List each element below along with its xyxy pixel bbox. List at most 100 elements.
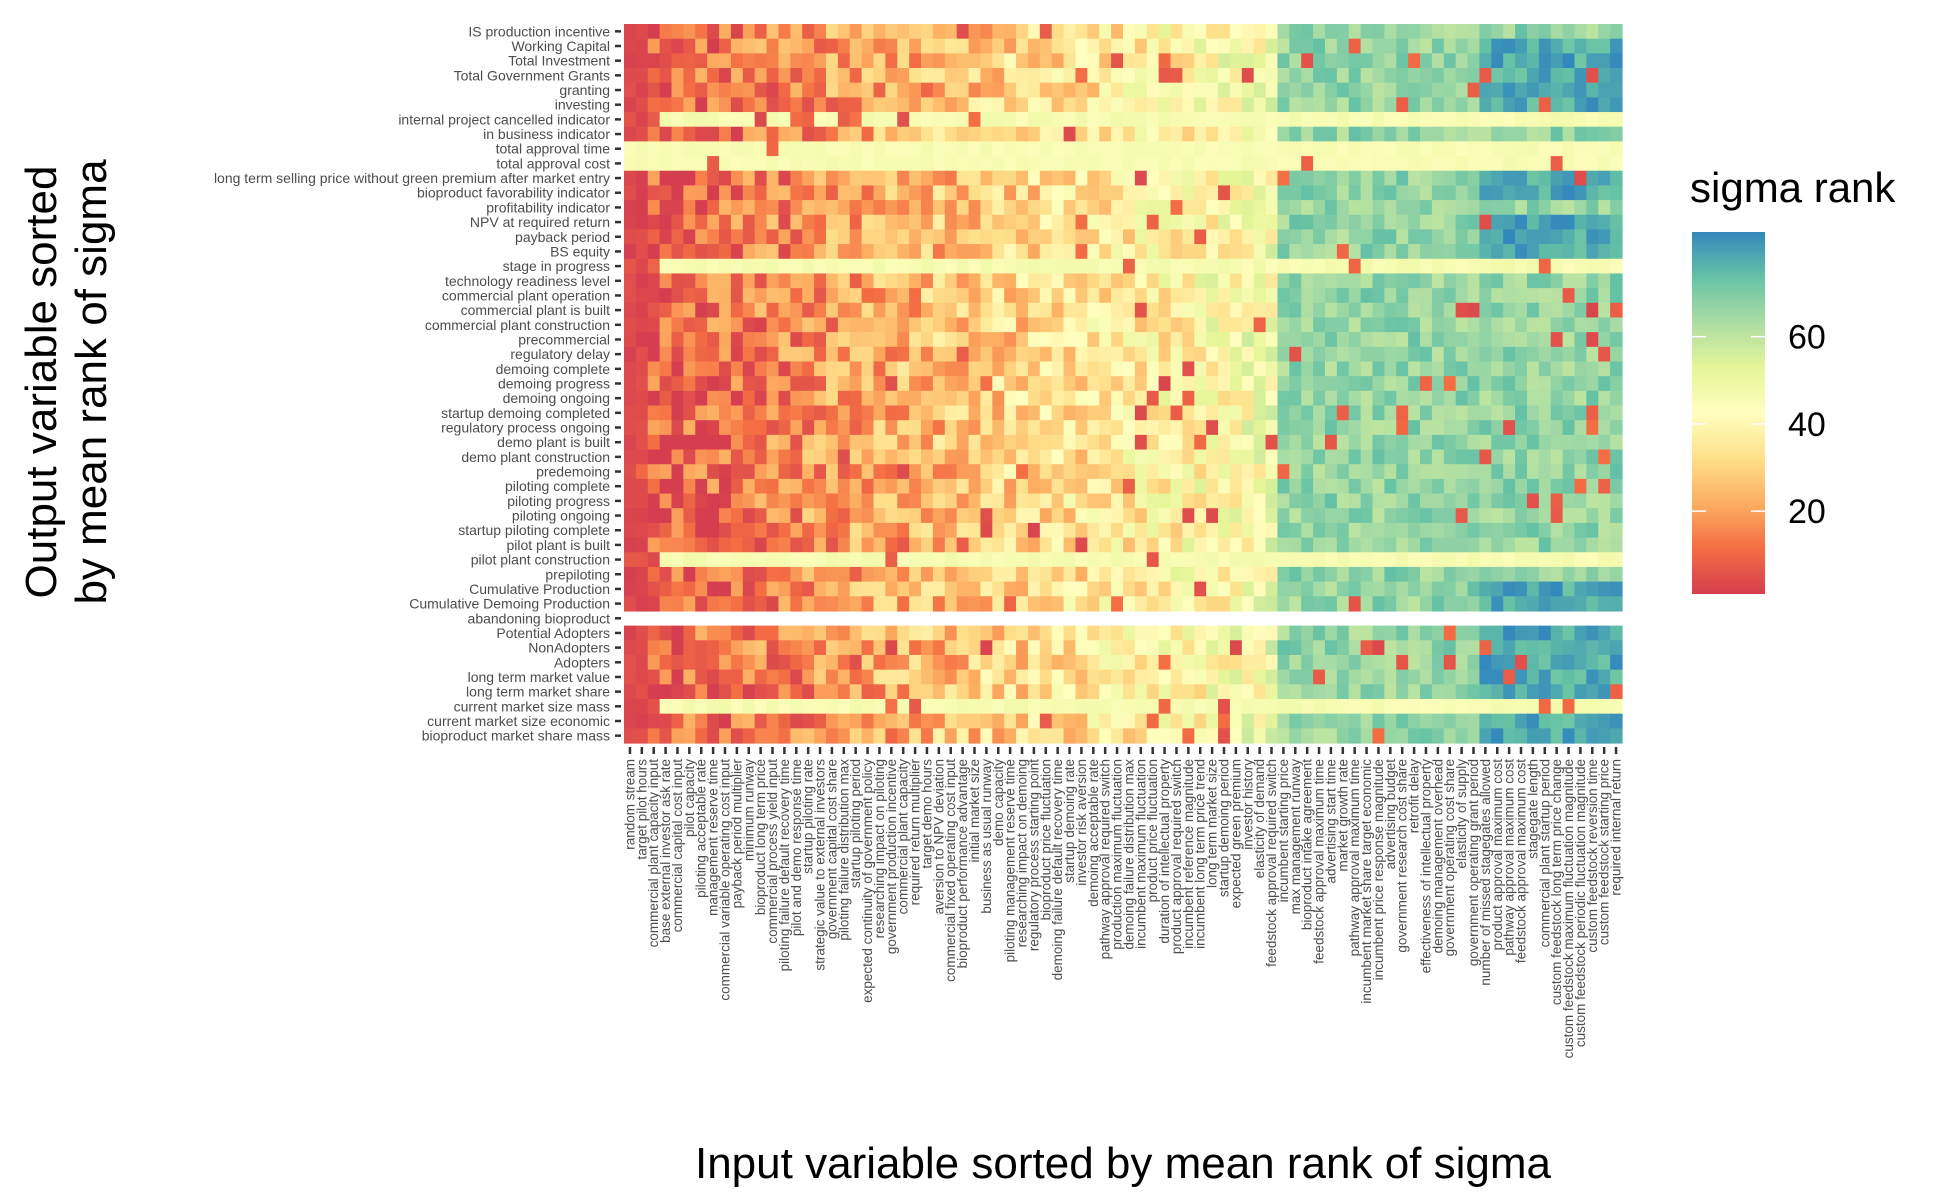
heatmap-cell <box>1087 229 1100 245</box>
heatmap-cell <box>992 552 1005 568</box>
heatmap-cell <box>1598 53 1611 69</box>
heatmap-cell <box>1277 713 1290 729</box>
heatmap-cell <box>814 376 827 392</box>
heatmap-cell <box>754 405 768 421</box>
heatmap-cell <box>635 405 649 421</box>
heatmap-cell <box>1467 728 1481 744</box>
heatmap-cell <box>1586 302 1599 319</box>
heatmap-cell <box>968 420 982 436</box>
heatmap-cell <box>1467 698 1481 715</box>
heatmap-cell <box>825 405 839 421</box>
heatmap-cell <box>1420 493 1433 509</box>
heatmap-cell <box>1111 376 1124 392</box>
heatmap-cell <box>707 361 720 377</box>
heatmap-cell <box>1265 288 1279 304</box>
heatmap-cell <box>1289 24 1302 40</box>
heatmap-cell <box>1087 97 1100 113</box>
heatmap-cell <box>1194 581 1207 597</box>
heatmap-cell <box>1229 126 1243 142</box>
heatmap-cell <box>1158 684 1172 700</box>
heatmap-cell <box>1277 332 1290 348</box>
heatmap-cell <box>1455 537 1469 553</box>
heatmap-cell <box>1265 361 1279 377</box>
heatmap-cell <box>659 317 673 333</box>
heatmap-cell <box>1051 24 1065 40</box>
heatmap-cell <box>1550 273 1564 289</box>
heatmap-cell <box>1455 640 1469 656</box>
heatmap-cell <box>897 684 910 700</box>
heatmap-cell <box>897 420 910 436</box>
heatmap-cell <box>992 581 1005 597</box>
heatmap-cell <box>1348 728 1362 744</box>
heatmap-cell <box>1420 684 1433 700</box>
heatmap-cell <box>647 68 661 84</box>
heatmap-cell <box>707 24 720 40</box>
heatmap-cell <box>1396 229 1409 245</box>
heatmap-cell <box>719 361 732 377</box>
heatmap-cell <box>1075 346 1088 363</box>
heatmap-cell <box>1491 24 1504 40</box>
heatmap-cell <box>1372 596 1385 612</box>
heatmap-cell <box>1075 68 1088 84</box>
heatmap-cell <box>1503 537 1516 553</box>
heatmap-cell <box>1526 273 1540 289</box>
heatmap-cell <box>1586 97 1599 113</box>
heatmap-cell <box>1538 522 1552 539</box>
heatmap-cell <box>1348 493 1362 509</box>
heatmap-cell <box>1515 537 1528 553</box>
heatmap-cell <box>1004 156 1017 172</box>
heatmap-cell <box>1075 654 1088 671</box>
heatmap-cell <box>1158 698 1172 715</box>
y-tick-label: total approval time <box>496 141 611 157</box>
heatmap-cell <box>1467 156 1481 172</box>
heatmap-cell <box>1420 654 1433 671</box>
heatmap-cell <box>730 420 744 436</box>
heatmap-cell <box>1479 625 1492 641</box>
heatmap-cell <box>635 522 649 539</box>
heatmap-cell <box>1431 654 1445 671</box>
heatmap-cell <box>956 82 970 98</box>
heatmap-cell <box>932 273 946 289</box>
heatmap-cell <box>1396 596 1409 612</box>
heatmap-cell <box>1099 713 1112 729</box>
heatmap-cell <box>647 420 661 436</box>
heatmap-cell <box>624 229 637 245</box>
heatmap-cell <box>778 229 791 245</box>
heatmap-cell <box>1004 141 1017 157</box>
heatmap-cell <box>695 405 708 421</box>
heatmap-cell <box>909 53 922 69</box>
heatmap-cell <box>1538 566 1552 583</box>
heatmap-cell <box>873 332 886 348</box>
heatmap-cell <box>1170 449 1183 465</box>
heatmap-cell <box>1170 669 1183 685</box>
heatmap-cell <box>647 464 661 480</box>
heatmap-cell <box>921 82 934 98</box>
heatmap-cell <box>1004 434 1017 451</box>
heatmap-cell <box>1372 288 1385 304</box>
heatmap-cell <box>1111 38 1124 54</box>
heatmap-cell <box>814 566 827 583</box>
heatmap-cell <box>932 405 946 421</box>
heatmap-cell <box>1253 82 1267 98</box>
heatmap-cell <box>1182 156 1195 172</box>
y-tick-label: predemoing <box>536 464 610 480</box>
heatmap-cell <box>1526 508 1540 524</box>
heatmap-cell <box>1289 170 1302 186</box>
heatmap-cell <box>1134 244 1148 260</box>
heatmap-cell <box>1123 200 1136 216</box>
heatmap-cell <box>1016 332 1029 348</box>
heatmap-cell <box>1004 244 1017 260</box>
heatmap-cell <box>1503 713 1516 729</box>
heatmap-cell <box>1455 214 1469 231</box>
heatmap-cell <box>1324 376 1338 392</box>
heatmap-cell <box>1158 669 1172 685</box>
heatmap-cell <box>766 464 780 480</box>
heatmap-cell <box>683 258 696 275</box>
heatmap-cell <box>1598 698 1611 715</box>
heatmap-cell <box>1491 68 1504 84</box>
heatmap-cell <box>647 522 661 539</box>
heatmap-cell <box>921 713 934 729</box>
heatmap-cell <box>837 97 851 113</box>
heatmap-cell <box>671 376 684 392</box>
heatmap-cell <box>1206 420 1219 436</box>
